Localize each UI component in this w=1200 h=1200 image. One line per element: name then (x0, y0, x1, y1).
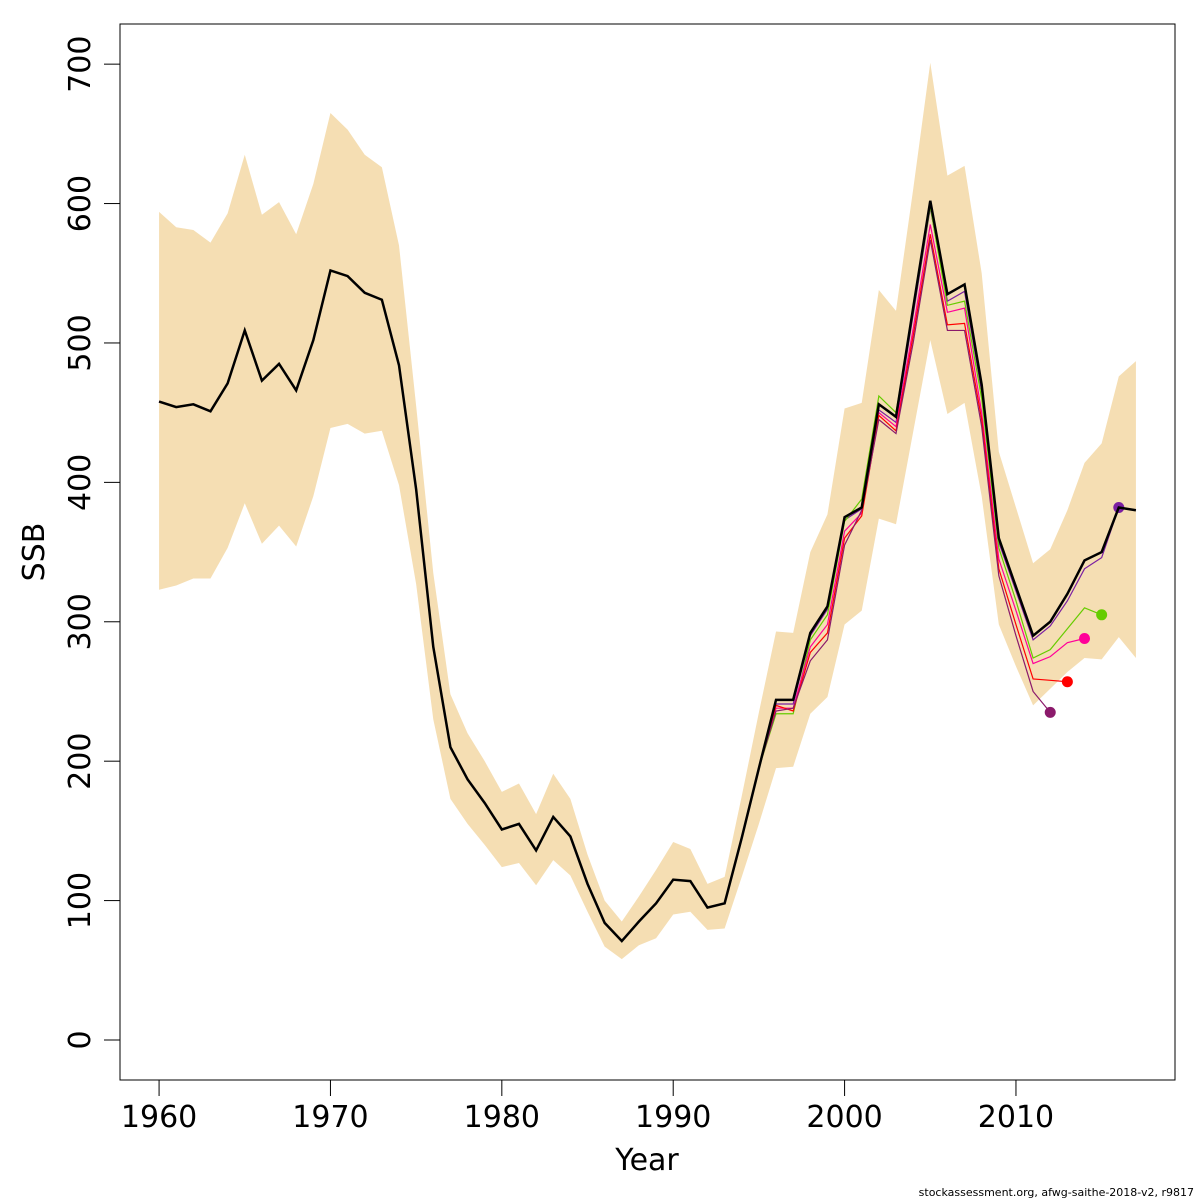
y-tick-label: 200 (63, 733, 98, 790)
end-point (1079, 633, 1091, 645)
x-tick-label: 1970 (292, 1100, 368, 1135)
confidence-band (159, 62, 1136, 960)
x-tick-label: 1990 (635, 1100, 711, 1135)
x-tick-label: 1960 (121, 1100, 197, 1135)
y-tick-label: 300 (63, 593, 98, 650)
main-line (158, 200, 1137, 943)
y-tick-label: 600 (63, 175, 98, 232)
end-point (1096, 609, 1108, 621)
x-axis-label: Year (614, 1143, 679, 1178)
y-tick-label: 500 (63, 314, 98, 371)
y-tick-label: 700 (63, 36, 98, 93)
x-tick-label: 2000 (806, 1100, 882, 1135)
y-tick-label: 0 (63, 1030, 98, 1049)
end-point (1061, 676, 1073, 688)
end-point (1044, 706, 1056, 718)
x-tick-label: 1980 (464, 1100, 540, 1135)
x-tick-label: 2010 (978, 1100, 1054, 1135)
y-axis-label: SSB (17, 523, 52, 582)
footer: stockassessment.org, afwg-saithe-2018-v2… (919, 1186, 1194, 1199)
y-tick-label: 100 (63, 872, 98, 929)
y-tick-label: 400 (63, 454, 98, 511)
